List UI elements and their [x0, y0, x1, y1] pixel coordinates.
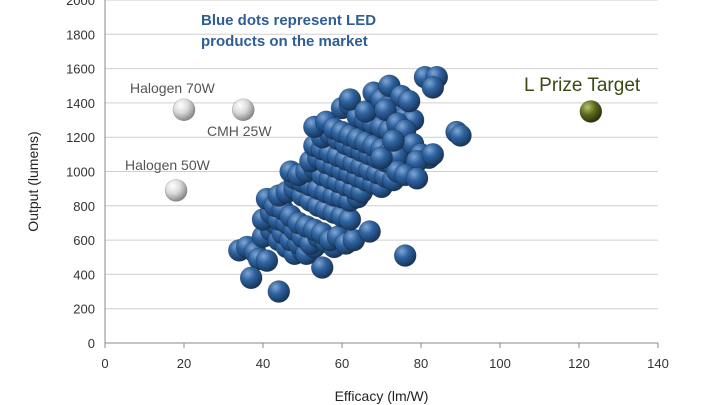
x-axis-label: Efficacy (lm/W)	[335, 388, 429, 404]
led-point-43	[358, 220, 381, 243]
y-tick-2000: 2000	[66, 0, 95, 8]
led-point-149	[382, 129, 405, 152]
l-prize-target-label: L Prize Target	[524, 75, 641, 96]
x-tick-60: 60	[335, 356, 349, 371]
x-tick-100: 100	[489, 356, 511, 371]
led-point-146	[405, 167, 429, 190]
y-tick-labels: 0 200 400 600 800 1000 1200 1400 1600 1800 2000	[66, 0, 95, 351]
led-point-7	[310, 256, 334, 279]
x-tick-labels: 0 20 40 60 80 100 120 140	[101, 356, 668, 371]
x-tick-80: 80	[414, 356, 428, 371]
led-point-152	[421, 76, 445, 99]
reference-point-1	[231, 98, 255, 122]
halogen-70w-label: Halogen 70W	[130, 80, 216, 96]
led-point-154	[449, 124, 472, 147]
cmh-25w-label: CMH 25W	[207, 123, 272, 139]
target-point-0	[579, 100, 603, 123]
y-tick-1800: 1800	[66, 27, 95, 42]
annotations: Blue dots represent LED products on the m…	[125, 12, 641, 173]
led-point-4	[255, 249, 279, 272]
data-points	[164, 65, 603, 303]
y-tick-800: 800	[73, 199, 95, 214]
y-tick-200: 200	[73, 302, 95, 317]
led-point-148	[370, 146, 393, 170]
led-point-6	[267, 280, 291, 303]
y-axis-label: Output (lumens)	[25, 131, 41, 231]
y-tick-1600: 1600	[66, 62, 95, 77]
reference-point-2	[164, 179, 188, 202]
y-tick-600: 600	[73, 233, 95, 248]
axes	[104, 0, 659, 348]
x-tick-0: 0	[101, 356, 108, 371]
y-tick-1000: 1000	[66, 165, 95, 180]
led-point-8	[393, 244, 417, 267]
led-point-147	[421, 143, 445, 166]
x-tick-140: 140	[647, 356, 669, 371]
led-annotation: Blue dots represent LED products on the m…	[201, 12, 376, 50]
led-point-136	[397, 89, 421, 113]
reference-point-0	[172, 98, 196, 122]
x-tick-40: 40	[256, 356, 270, 371]
led-point-126	[338, 88, 362, 111]
x-tick-20: 20	[177, 356, 191, 371]
halogen-50w-label: Halogen 50W	[125, 157, 211, 173]
x-tick-120: 120	[568, 356, 590, 371]
y-tick-1400: 1400	[66, 96, 95, 111]
y-tick-400: 400	[73, 267, 95, 282]
led-point-5	[239, 266, 263, 290]
y-tick-0: 0	[88, 336, 95, 351]
y-tick-1200: 1200	[66, 130, 95, 145]
